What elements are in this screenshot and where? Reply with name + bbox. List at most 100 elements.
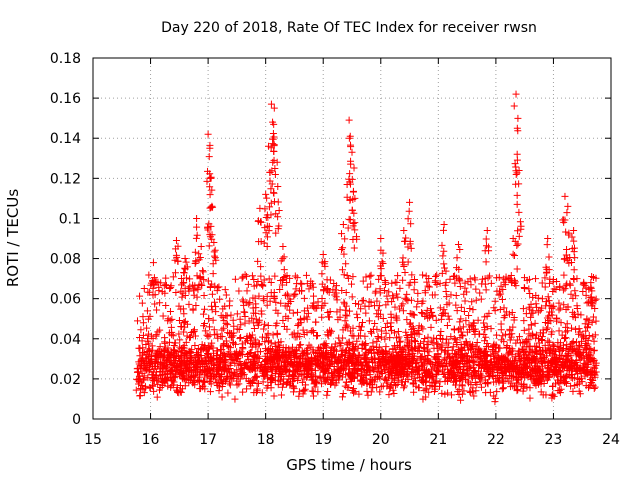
data-point <box>273 319 281 327</box>
data-point <box>166 307 174 315</box>
data-point <box>388 279 396 287</box>
data-point <box>329 373 337 381</box>
data-point <box>162 274 170 282</box>
data-point <box>211 246 219 254</box>
data-point <box>132 386 140 394</box>
data-point <box>324 309 332 317</box>
data-point <box>367 280 375 288</box>
data-point <box>562 351 570 359</box>
data-point <box>456 334 464 342</box>
data-point <box>140 389 148 397</box>
data-point <box>472 296 480 304</box>
data-point <box>279 243 287 251</box>
data-point <box>420 338 428 346</box>
data-point <box>290 385 298 393</box>
data-point <box>447 291 455 299</box>
data-point <box>539 362 547 370</box>
data-point <box>544 293 552 301</box>
data-point <box>309 280 317 288</box>
data-point <box>233 355 241 363</box>
data-point <box>343 180 351 188</box>
data-point <box>468 298 476 306</box>
data-point <box>408 338 416 346</box>
data-point <box>141 382 149 390</box>
data-point <box>145 347 153 355</box>
data-point <box>142 354 150 362</box>
data-point <box>243 385 251 393</box>
data-point <box>374 306 382 314</box>
data-point <box>353 356 361 364</box>
data-point <box>470 326 478 334</box>
data-point <box>384 379 392 387</box>
data-point <box>532 331 540 339</box>
data-point <box>448 346 456 354</box>
data-point <box>260 325 268 333</box>
data-point <box>438 343 446 351</box>
data-point <box>457 341 465 349</box>
data-point <box>376 388 384 396</box>
data-point <box>205 242 213 250</box>
data-point <box>205 366 213 374</box>
data-point <box>519 338 527 346</box>
data-point <box>153 393 161 401</box>
data-point <box>563 327 571 335</box>
data-point <box>565 229 573 237</box>
data-point <box>349 188 357 196</box>
data-point <box>560 364 568 372</box>
data-point <box>419 297 427 305</box>
data-point <box>209 260 217 268</box>
data-point <box>351 219 359 227</box>
data-point <box>519 305 527 313</box>
data-point <box>523 343 531 351</box>
data-point <box>298 280 306 288</box>
data-point <box>363 283 371 291</box>
data-point <box>482 360 490 368</box>
data-point <box>291 291 299 299</box>
data-point <box>508 364 516 372</box>
data-point <box>257 218 265 226</box>
data-point <box>393 278 401 286</box>
data-point <box>220 317 228 325</box>
data-point <box>332 293 340 301</box>
data-point <box>237 321 245 329</box>
data-point <box>324 328 332 336</box>
data-point <box>415 384 423 392</box>
data-point <box>342 289 350 297</box>
data-point <box>399 364 407 372</box>
data-point <box>190 378 198 386</box>
data-point <box>377 358 385 366</box>
data-point <box>469 353 477 361</box>
data-point <box>180 269 188 277</box>
data-point <box>538 279 546 287</box>
data-point <box>568 233 576 241</box>
data-point <box>569 374 577 382</box>
data-point <box>471 368 479 376</box>
data-point <box>374 373 382 381</box>
data-point <box>578 337 586 345</box>
data-point <box>341 235 349 243</box>
data-point <box>307 360 315 368</box>
data-point <box>458 382 466 390</box>
data-point <box>403 316 411 324</box>
data-point <box>207 174 215 182</box>
data-point <box>163 357 171 365</box>
data-point <box>590 337 598 345</box>
data-point <box>248 314 256 322</box>
data-point <box>161 338 169 346</box>
data-point <box>204 130 212 138</box>
data-point <box>404 258 412 266</box>
data-point <box>346 196 354 204</box>
data-point <box>357 305 365 313</box>
data-point <box>534 308 542 316</box>
data-point <box>454 241 462 249</box>
data-point <box>434 353 442 361</box>
data-point <box>266 203 274 211</box>
data-point <box>470 392 478 400</box>
data-point <box>457 303 465 311</box>
data-point <box>553 314 561 322</box>
data-point <box>424 282 432 290</box>
data-point <box>173 253 181 261</box>
data-point <box>339 390 347 398</box>
data-point <box>538 335 546 343</box>
data-point <box>326 276 334 284</box>
